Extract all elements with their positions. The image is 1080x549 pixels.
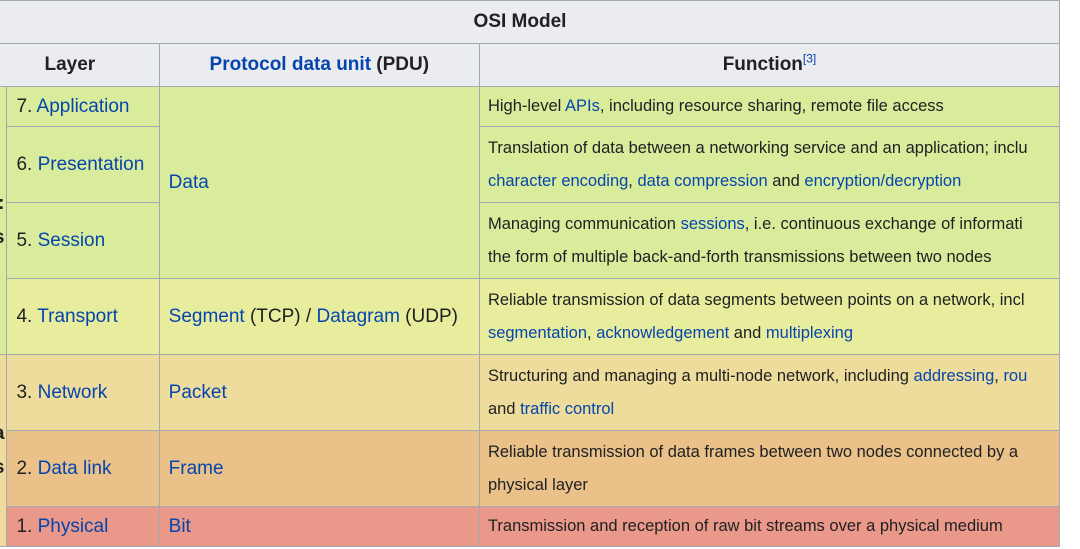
function-physical: Transmission and reception of raw bit st… [478,506,1061,547]
function-text: physical layer [487,475,588,494]
link-traffic-control[interactable]: traffic control [520,399,615,418]
layer-link-session[interactable]: Session [37,229,106,251]
function-text: Reliable transmission of data segments b… [487,290,1025,309]
link-encryption[interactable]: encryption/decryption [804,171,962,190]
group-fragment: s [0,457,4,478]
function-label: Function [722,54,803,75]
function-text: Reliable transmission of data frames bet… [487,442,1019,461]
header-pdu: Protocol data unit (PDU) [158,43,480,87]
function-session: Managing communication sessions, i.e. co… [478,202,1061,279]
pdu-link-packet[interactable]: Packet [168,381,227,403]
layer-network: 3. Network [6,354,160,431]
layer-physical: 1. Physical [6,506,160,547]
layer-number: 7. [16,95,37,117]
function-presentation: Translation of data between a networking… [478,126,1061,203]
function-text: , [994,366,1004,385]
pdu-link-data[interactable]: Data [168,171,209,193]
pdu-bit: Bit [158,506,480,547]
layer-link-presentation[interactable]: Presentation [37,153,145,175]
table-caption: OSI Model [0,0,1060,44]
group-fragment: a [0,423,4,444]
function-network: Structuring and managing a multi-node ne… [478,354,1061,431]
layer-number: 3. [16,381,38,403]
layer-link-physical[interactable]: Physical [37,515,109,537]
layer-transport: 4. Transport [6,278,160,355]
link-acknowledgement[interactable]: acknowledgement [596,323,730,342]
layer-link-transport[interactable]: Transport [37,305,118,327]
function-application: High-level APIs, including resource shar… [478,86,1061,127]
layer-number: 6. [16,153,38,175]
link-apis[interactable]: APIs [565,97,600,115]
pdu-abbr: (PDU) [371,54,430,75]
function-text: High-level [487,97,565,115]
function-text: the form of multiple back-and-forth tran… [487,247,992,266]
pdu-link-datagram[interactable]: Datagram [316,305,400,327]
host-layers-group-cell: :s [0,86,8,355]
layer-number: 2. [16,457,38,479]
pdu-data: Data [158,86,480,279]
link-sessions[interactable]: sessions [680,214,745,233]
group-fragment: s [0,227,4,248]
pdu-packet: Packet [158,354,480,431]
function-text: , [587,323,597,342]
layer-session: 5. Session [6,202,160,279]
function-text: Structuring and managing a multi-node ne… [487,366,914,385]
pdu-text: (UDP) [399,305,458,327]
layer-data-link: 2. Data link [6,430,160,507]
pdu-link-segment[interactable]: Segment [168,305,245,327]
link-routing[interactable]: rou [1003,366,1028,385]
function-text: and [729,323,766,342]
layer-number: 5. [16,229,38,251]
function-transport: Reliable transmission of data segments b… [478,278,1061,355]
layer-number: 4. [16,305,38,327]
pdu-segment-datagram: Segment (TCP) / Datagram (UDP) [158,278,480,355]
function-text: , including resource sharing, remote fil… [599,97,944,115]
layer-presentation: 6. Presentation [6,126,160,203]
function-text: and [487,399,521,418]
link-data-compression[interactable]: data compression [637,171,768,190]
function-text: and [767,171,805,190]
function-text: Managing communication [487,214,681,233]
layer-link-network[interactable]: Network [37,381,108,403]
pdu-link[interactable]: Protocol data unit [209,54,372,75]
pdu-link-frame[interactable]: Frame [168,457,224,479]
group-fragment: : [0,193,4,214]
pdu-link-bit[interactable]: Bit [168,515,191,537]
layer-application: 7. Application [6,86,160,127]
header-layer: Layer [0,43,160,87]
media-layers-group-cell: as [0,354,8,547]
header-function: Function[3] [478,43,1061,87]
link-addressing[interactable]: addressing [913,366,995,385]
pdu-frame: Frame [158,430,480,507]
link-character-encoding[interactable]: character encoding [487,171,629,190]
function-data-link: Reliable transmission of data frames bet… [478,430,1061,507]
pdu-text: (TCP) / [244,305,317,327]
layer-link-data-link[interactable]: Data link [37,457,112,479]
function-text: , [628,171,638,190]
function-text: , i.e. continuous exchange of informati [744,214,1023,233]
link-segmentation[interactable]: segmentation [487,323,588,342]
function-text: Translation of data between a networking… [487,138,1028,157]
layer-number: 1. [16,515,38,537]
layer-link-application[interactable]: Application [36,95,130,117]
function-reference-link[interactable]: [3] [802,51,817,66]
link-multiplexing[interactable]: multiplexing [765,323,854,342]
osi-model-table: OSI Model Layer Protocol data unit (PDU)… [0,0,1061,547]
function-text: Transmission and reception of raw bit st… [487,517,1003,535]
